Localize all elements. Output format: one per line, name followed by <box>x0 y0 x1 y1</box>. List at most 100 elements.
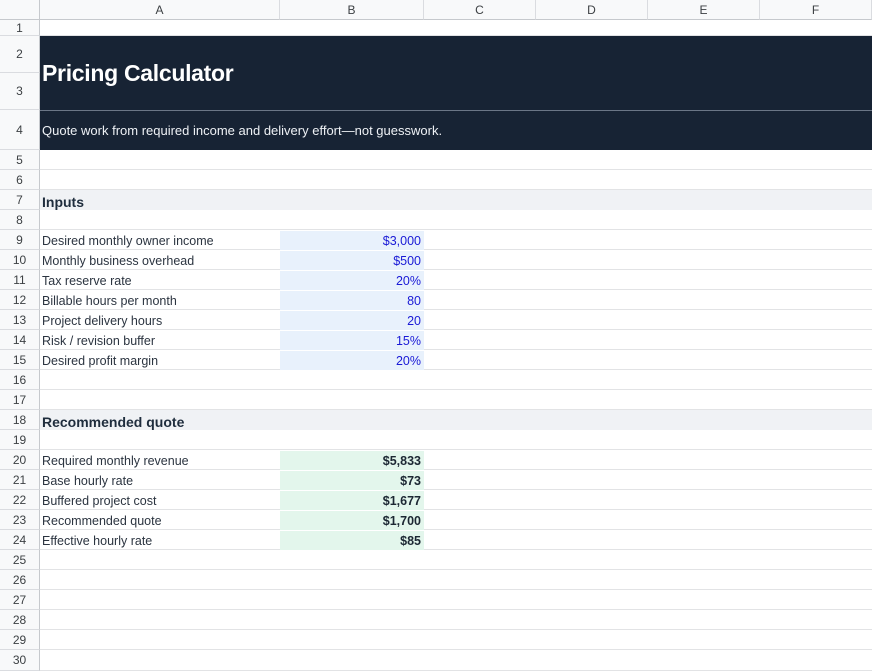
grid-row[interactable] <box>40 150 872 170</box>
grid-row[interactable] <box>40 330 872 350</box>
row-header-11[interactable]: 11 <box>0 270 40 290</box>
input-cell-billable-hours[interactable]: 80 <box>280 291 424 311</box>
input-label-delivery-hours[interactable]: Project delivery hours <box>42 314 163 328</box>
column-header-f[interactable]: F <box>760 0 872 20</box>
input-cell-risk-buffer[interactable]: 15% <box>280 331 424 351</box>
grid-row[interactable] <box>40 570 872 590</box>
row-header-15[interactable]: 15 <box>0 350 40 370</box>
section-band-inputs <box>40 190 872 210</box>
row-header-3[interactable]: 3 <box>0 73 40 110</box>
output-label-monthly-revenue[interactable]: Required monthly revenue <box>42 454 189 468</box>
row-header-6[interactable]: 6 <box>0 170 40 190</box>
row-header-28[interactable]: 28 <box>0 610 40 630</box>
grid-row[interactable] <box>40 370 872 390</box>
row-header-30[interactable]: 30 <box>0 650 40 671</box>
row-header-27[interactable]: 27 <box>0 590 40 610</box>
row-header-17[interactable]: 17 <box>0 390 40 410</box>
grid-row[interactable] <box>40 20 872 36</box>
grid-row[interactable] <box>40 250 872 270</box>
page-subtitle[interactable]: Quote work from required income and deli… <box>42 123 443 138</box>
input-label-risk-buffer[interactable]: Risk / revision buffer <box>42 334 156 348</box>
column-header-a[interactable]: A <box>40 0 280 20</box>
grid-row[interactable] <box>40 290 872 310</box>
column-header-c[interactable]: C <box>424 0 536 20</box>
column-header-e[interactable]: E <box>648 0 760 20</box>
grid-row[interactable] <box>40 610 872 630</box>
column-header-b[interactable]: B <box>280 0 424 20</box>
output-cell-monthly-revenue[interactable]: $5,833 <box>280 451 424 471</box>
grid-row[interactable] <box>40 590 872 610</box>
column-header-d[interactable]: D <box>536 0 648 20</box>
grid-row[interactable] <box>40 470 872 490</box>
row-header-23[interactable]: 23 <box>0 510 40 530</box>
row-header-14[interactable]: 14 <box>0 330 40 350</box>
input-label-owner-income[interactable]: Desired monthly owner income <box>42 234 214 248</box>
banner-divider <box>40 110 872 111</box>
output-cell-effective-rate[interactable]: $85 <box>280 531 424 551</box>
grid-row[interactable] <box>40 650 872 671</box>
input-value: $3,000 <box>382 234 421 248</box>
grid-row[interactable] <box>40 450 872 470</box>
output-label-base-rate[interactable]: Base hourly rate <box>42 474 134 488</box>
row-header-21[interactable]: 21 <box>0 470 40 490</box>
output-value: $1,700 <box>382 514 421 528</box>
row-header-2[interactable]: 2 <box>0 36 40 73</box>
row-header-4[interactable]: 4 <box>0 110 40 150</box>
input-value: 20% <box>395 354 421 368</box>
input-label-profit-margin[interactable]: Desired profit margin <box>42 354 159 368</box>
row-header-22[interactable]: 22 <box>0 490 40 510</box>
output-cell-recommended-quote[interactable]: $1,700 <box>280 511 424 531</box>
input-value: 20% <box>395 274 421 288</box>
input-cell-tax-rate[interactable]: 20% <box>280 271 424 291</box>
row-header-26[interactable]: 26 <box>0 570 40 590</box>
row-header-9[interactable]: 9 <box>0 230 40 250</box>
input-label-billable-hours[interactable]: Billable hours per month <box>42 294 177 308</box>
input-cell-profit-margin[interactable]: 20% <box>280 351 424 371</box>
row-header-12[interactable]: 12 <box>0 290 40 310</box>
grid-row[interactable] <box>40 630 872 650</box>
output-value: $5,833 <box>382 454 421 468</box>
input-label-overhead[interactable]: Monthly business overhead <box>42 254 195 268</box>
grid-row[interactable] <box>40 530 872 550</box>
page-title[interactable]: Pricing Calculator <box>42 60 234 86</box>
grid-row[interactable] <box>40 210 872 230</box>
section-heading-inputs[interactable]: Inputs <box>42 194 84 210</box>
output-value: $1,677 <box>382 494 421 508</box>
select-all-corner[interactable] <box>0 0 40 20</box>
grid-row[interactable] <box>40 350 872 370</box>
row-header-13[interactable]: 13 <box>0 310 40 330</box>
output-label-effective-rate[interactable]: Effective hourly rate <box>42 534 153 548</box>
row-header-1[interactable]: 1 <box>0 20 40 36</box>
row-header-8[interactable]: 8 <box>0 210 40 230</box>
input-label-tax-rate[interactable]: Tax reserve rate <box>42 274 132 288</box>
row-header-20[interactable]: 20 <box>0 450 40 470</box>
row-header-16[interactable]: 16 <box>0 370 40 390</box>
grid-row[interactable] <box>40 510 872 530</box>
grid-row[interactable] <box>40 310 872 330</box>
row-header-29[interactable]: 29 <box>0 630 40 650</box>
row-header-5[interactable]: 5 <box>0 150 40 170</box>
grid-row[interactable] <box>40 170 872 190</box>
grid-row[interactable] <box>40 550 872 570</box>
input-cell-owner-income[interactable]: $3,000 <box>280 231 424 251</box>
section-heading-quote[interactable]: Recommended quote <box>42 414 185 430</box>
grid-row[interactable] <box>40 430 872 450</box>
output-cell-base-rate[interactable]: $73 <box>280 471 424 491</box>
input-value: $500 <box>393 254 421 268</box>
row-header-10[interactable]: 10 <box>0 250 40 270</box>
grid-row[interactable] <box>40 490 872 510</box>
row-header-24[interactable]: 24 <box>0 530 40 550</box>
row-header-18[interactable]: 18 <box>0 410 40 430</box>
grid-row[interactable] <box>40 390 872 410</box>
grid-row[interactable] <box>40 230 872 250</box>
row-header-7[interactable]: 7 <box>0 190 40 210</box>
input-cell-overhead[interactable]: $500 <box>280 251 424 271</box>
output-label-project-cost[interactable]: Buffered project cost <box>42 494 157 508</box>
output-label-recommended-quote[interactable]: Recommended quote <box>42 514 162 528</box>
row-header-19[interactable]: 19 <box>0 430 40 450</box>
input-cell-delivery-hours[interactable]: 20 <box>280 311 424 331</box>
row-header-25[interactable]: 25 <box>0 550 40 570</box>
grid-row[interactable] <box>40 270 872 290</box>
output-cell-project-cost[interactable]: $1,677 <box>280 491 424 511</box>
